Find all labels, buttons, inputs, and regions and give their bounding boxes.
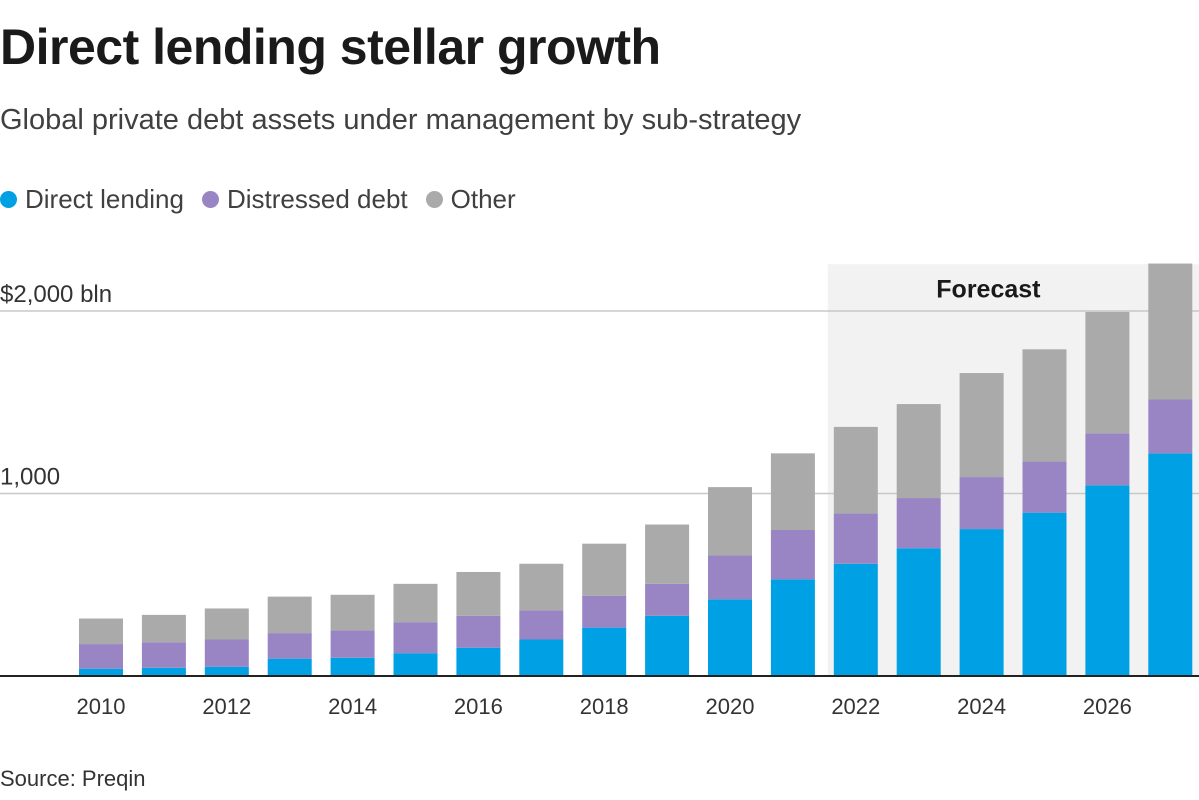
x-tick-label: 2020 xyxy=(706,694,755,719)
x-tick-label: 2014 xyxy=(328,694,377,719)
legend-item-distressed-debt: Distressed debt xyxy=(201,184,408,215)
bar-direct-lending-2026 xyxy=(1085,485,1130,676)
source-note: Source: Preqin xyxy=(0,766,146,791)
legend-swatch-other xyxy=(425,191,443,208)
bar-direct-lending-2016 xyxy=(456,647,501,676)
bar-other-2015 xyxy=(393,583,438,623)
bar-other-2027 xyxy=(1148,263,1193,400)
bar-direct-lending-2020 xyxy=(708,599,752,676)
x-tick-label: 2010 xyxy=(77,694,126,719)
bar-direct-lending-2023 xyxy=(896,548,941,676)
bar-other-2014 xyxy=(330,594,375,631)
chart-title: Direct lending stellar growth xyxy=(0,19,661,75)
bar-other-2022 xyxy=(833,426,878,514)
bar-direct-lending-2021 xyxy=(770,579,815,676)
bar-distressed-debt-2019 xyxy=(645,583,690,616)
bar-distressed-debt-2024 xyxy=(959,477,1004,530)
bar-distressed-debt-2027 xyxy=(1148,399,1193,454)
y-tick-label: $2,000 bln xyxy=(0,281,112,308)
bar-direct-lending-2017 xyxy=(519,639,564,676)
bar-direct-lending-2013 xyxy=(267,658,312,676)
bar-distressed-debt-2015 xyxy=(393,622,438,654)
bar-other-2013 xyxy=(267,596,312,634)
bar-distressed-debt-2017 xyxy=(519,610,564,640)
bar-distressed-debt-2018 xyxy=(582,595,627,628)
bar-distressed-debt-2010 xyxy=(79,644,123,669)
legend-swatch-direct-lending xyxy=(0,191,17,208)
bar-other-2010 xyxy=(79,618,123,645)
bar-direct-lending-2010 xyxy=(79,668,123,676)
x-tick-label: 2012 xyxy=(202,694,251,719)
bar-other-2017 xyxy=(519,563,564,611)
bar-other-2012 xyxy=(204,608,249,640)
bar-other-2011 xyxy=(141,614,186,643)
bar-direct-lending-2015 xyxy=(393,653,438,676)
bar-distressed-debt-2025 xyxy=(1022,461,1067,513)
chart-subtitle: Global private debt assets under managem… xyxy=(0,104,802,136)
y-tick-label: 1,000 xyxy=(0,464,60,491)
x-tick-label: 2016 xyxy=(454,694,503,719)
bar-direct-lending-2018 xyxy=(582,627,627,676)
legend-swatch-distressed-debt xyxy=(201,191,219,208)
bar-distressed-debt-2023 xyxy=(896,498,941,549)
bar-distressed-debt-2022 xyxy=(833,513,878,564)
forecast-label: Forecast xyxy=(936,275,1041,303)
bar-distressed-debt-2021 xyxy=(770,530,815,580)
bar-direct-lending-2022 xyxy=(833,563,878,676)
legend-label-other: Other xyxy=(450,184,516,214)
bar-other-2025 xyxy=(1022,349,1067,462)
x-tick-label: 2024 xyxy=(957,694,1006,719)
x-tick-label: 2026 xyxy=(1083,694,1132,719)
bar-other-2018 xyxy=(582,543,627,596)
bar-other-2019 xyxy=(645,524,690,584)
bar-other-2016 xyxy=(456,571,501,616)
bar-direct-lending-2027 xyxy=(1148,453,1193,676)
chart-legend: Direct lending Distressed debt Other xyxy=(0,184,534,215)
legend-item-direct-lending: Direct lending xyxy=(0,184,184,215)
bar-direct-lending-2024 xyxy=(959,529,1004,676)
bar-distressed-debt-2016 xyxy=(456,615,501,648)
bar-distressed-debt-2013 xyxy=(267,633,312,659)
legend-item-other: Other xyxy=(425,184,516,215)
bar-distressed-debt-2011 xyxy=(141,642,186,668)
legend-label-direct-lending: Direct lending xyxy=(25,184,184,214)
bar-other-2026 xyxy=(1085,311,1130,434)
bar-direct-lending-2019 xyxy=(645,615,690,676)
x-tick-label: 2022 xyxy=(831,694,880,719)
bar-distressed-debt-2012 xyxy=(204,639,249,667)
bar-direct-lending-2025 xyxy=(1022,512,1067,676)
bar-distressed-debt-2026 xyxy=(1085,433,1130,486)
bar-direct-lending-2014 xyxy=(330,657,375,676)
bar-other-2021 xyxy=(770,453,815,530)
legend-label-distressed-debt: Distressed debt xyxy=(226,184,408,214)
bar-direct-lending-2011 xyxy=(141,667,186,676)
bar-distressed-debt-2014 xyxy=(330,630,375,658)
bar-other-2024 xyxy=(959,373,1004,478)
bar-direct-lending-2012 xyxy=(204,666,249,676)
bar-other-2020 xyxy=(708,487,752,556)
forecast-band xyxy=(827,264,1199,676)
x-tick-label: 2018 xyxy=(580,694,629,719)
bar-other-2023 xyxy=(896,404,941,499)
bar-distressed-debt-2020 xyxy=(708,555,752,600)
